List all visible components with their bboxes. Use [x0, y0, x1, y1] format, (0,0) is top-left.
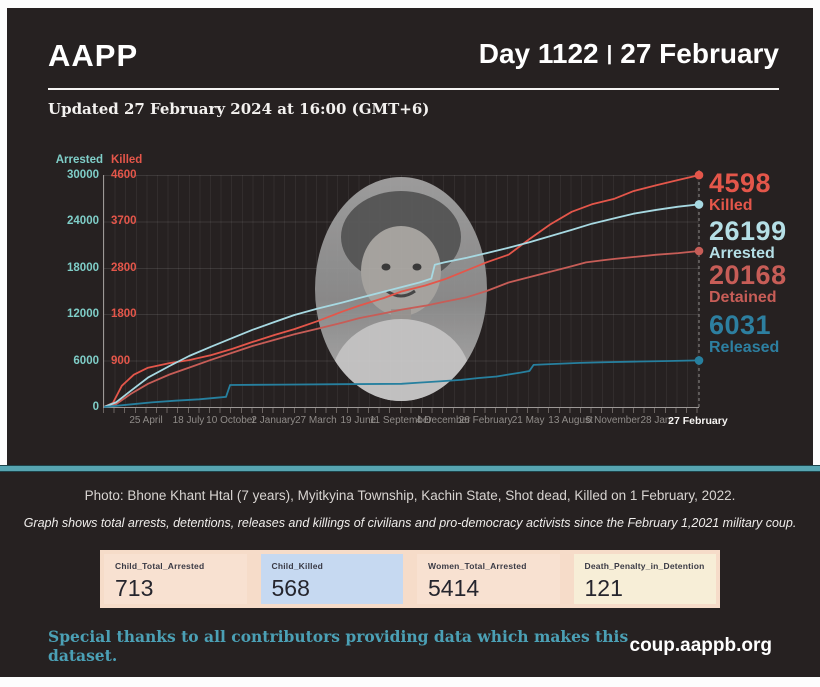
x-axis-label: 11 September [369, 415, 432, 426]
y-tick-arrested: 0 [92, 401, 99, 413]
x-axis-label: 5 November [585, 415, 641, 426]
total-label: Detained [709, 289, 777, 306]
stat-label: Death_Penalty_in_Detention [584, 561, 705, 571]
total-label: Released [709, 339, 780, 356]
stat-label: Child_Killed [271, 561, 324, 571]
teal-divider-line [0, 465, 820, 472]
detained-total: 20168 Detained [709, 262, 787, 306]
site-url: coup.aappb.org [629, 635, 773, 656]
stat-value: 5414 [428, 575, 480, 601]
arrested-axis-title: Arrested [55, 154, 103, 166]
photo-caption: Photo: Bhone Khant Htal (7 years), Myitk… [84, 488, 736, 503]
day-counter: Day 1122 | 27 February [479, 38, 779, 70]
total-value: 4598 [709, 168, 772, 198]
updated-text: Updated 27 February 2024 at 16:00 (GMT+6… [48, 100, 430, 118]
thanks-text: Special thanks to all contributors provi… [48, 627, 629, 665]
y-tick-killed: 1800 [111, 308, 137, 321]
x-axis-label: 4 December [415, 415, 471, 426]
x-axis-label: 10 October [206, 415, 256, 426]
y-tick-arrested: 18000 [67, 261, 99, 274]
info-panel: Photo: Bhone Khant Htal (7 years), Myitk… [0, 472, 820, 677]
detained-endpoint-dot [694, 246, 704, 256]
released-line [103, 359, 700, 408]
total-value: 20168 [709, 260, 787, 290]
x-axis-label: 28 Jan [640, 415, 671, 426]
y-tick-killed: 900 [111, 354, 131, 367]
detained-line [103, 250, 700, 408]
x-axis-label: 21 May [511, 415, 545, 426]
total-label: Arrested [709, 245, 775, 262]
shirt-shape [331, 319, 471, 401]
arrested-total: 26199 Arrested [709, 218, 787, 262]
arrested-line [103, 203, 700, 408]
killed-total: 4598 Killed [709, 170, 771, 214]
footer: Special thanks to all contributors provi… [48, 627, 772, 665]
y-tick-arrested: 24000 [67, 215, 99, 228]
y-tick-killed: 2800 [111, 261, 137, 274]
stat-box: Child_Killed 568 [260, 554, 403, 604]
x-axis-label: 26 February [458, 415, 513, 426]
y-tick-arrested: 12000 [67, 308, 99, 321]
stat-value: 568 [271, 575, 310, 601]
plot-area [103, 170, 704, 408]
header-divider [48, 88, 779, 90]
brand-title: AAPP [48, 38, 139, 73]
total-label: Killed [709, 197, 753, 214]
x-axis-label: 25 April [129, 415, 163, 426]
face-shape [361, 226, 441, 316]
stats-row: Child_Total_Arrested 713 Child_Killed 568 Wo… [100, 550, 720, 608]
x-axis-label: 27 March [294, 415, 337, 426]
endpoint-dots [694, 170, 704, 365]
x-axis-label: 2 January [251, 415, 296, 426]
chart-svg [103, 170, 704, 408]
stat-label: Women_Total_Arrested [428, 561, 527, 571]
stat-value: 121 [584, 575, 623, 601]
stat-box: Women_Total_Arrested 5414 [417, 554, 560, 604]
day-label: Day 1122 [478, 38, 599, 69]
series-lines [103, 174, 700, 408]
released-total: 6031 Released [709, 312, 779, 356]
total-value: 26199 [709, 216, 787, 246]
stat-box: Child_Total_Arrested 713 [104, 554, 247, 604]
total-value: 6031 [709, 310, 772, 340]
date-label: 27 February [620, 38, 779, 69]
y-tick-killed: 4600 [111, 169, 137, 181]
killed-axis-title: Killed [111, 154, 143, 166]
released-endpoint-dot [694, 356, 704, 365]
stat-label: Child_Total_Arrested [115, 561, 205, 571]
x-axis-label: 18 July [172, 415, 205, 426]
graph-note: Graph shows total arrests, detentions, r… [23, 516, 797, 530]
y-tick-killed: 3700 [111, 215, 137, 228]
photo-watermark [315, 177, 487, 401]
y-tick-arrested: 6000 [73, 354, 99, 367]
x-axis-label: 19 June [340, 415, 377, 426]
y-tick-arrested: 30000 [67, 169, 99, 181]
killed-endpoint-dot [694, 170, 704, 180]
x-axis-ticks [103, 408, 698, 413]
killed-line [103, 174, 700, 408]
chart-panel: AAPP Day 1122 | 27 February Updated 27 Feb… [7, 8, 813, 466]
separator-bar: | [606, 43, 613, 65]
x-axis-label: 13 August [548, 415, 593, 426]
arrested-endpoint-dot [694, 200, 704, 209]
x-axis-label: 27 February [668, 415, 728, 427]
stat-value: 713 [115, 575, 154, 601]
stat-box: Death_Penalty_in_Detention 121 [573, 554, 716, 604]
